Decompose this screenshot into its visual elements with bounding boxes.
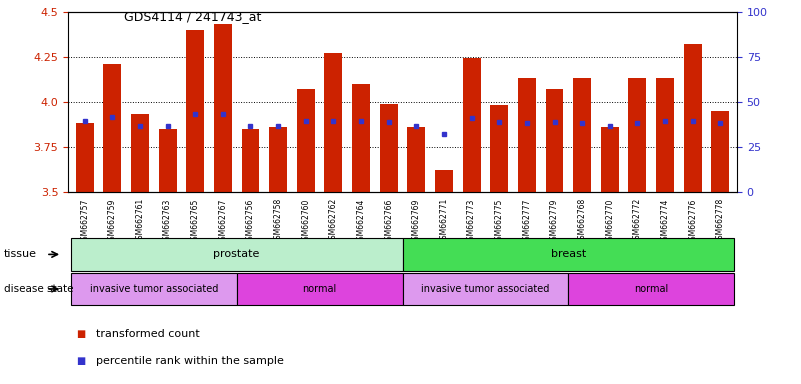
Text: ■: ■ bbox=[76, 356, 86, 366]
Text: normal: normal bbox=[634, 284, 668, 294]
Text: normal: normal bbox=[303, 284, 336, 294]
Bar bbox=[463, 58, 481, 192]
Bar bbox=[402, 273, 569, 305]
Bar bbox=[684, 44, 702, 192]
Bar bbox=[236, 273, 402, 305]
Bar bbox=[629, 78, 646, 192]
Bar bbox=[435, 170, 453, 192]
Bar bbox=[242, 129, 260, 192]
Bar bbox=[269, 127, 287, 192]
Bar bbox=[159, 129, 176, 192]
Bar bbox=[70, 238, 402, 271]
Text: GDS4114 / 241743_at: GDS4114 / 241743_at bbox=[124, 10, 262, 23]
Bar bbox=[380, 104, 397, 192]
Bar bbox=[324, 53, 342, 192]
Text: invasive tumor associated: invasive tumor associated bbox=[421, 284, 549, 294]
Text: ■: ■ bbox=[76, 329, 86, 339]
Bar bbox=[352, 84, 370, 192]
Text: tissue: tissue bbox=[4, 249, 37, 260]
Bar bbox=[408, 127, 425, 192]
Bar bbox=[711, 111, 730, 192]
Text: breast: breast bbox=[551, 249, 586, 260]
Bar bbox=[518, 78, 536, 192]
Bar bbox=[75, 123, 94, 192]
Bar bbox=[402, 238, 735, 271]
Bar bbox=[601, 127, 618, 192]
Bar bbox=[569, 273, 735, 305]
Bar bbox=[70, 273, 236, 305]
Text: prostate: prostate bbox=[214, 249, 260, 260]
Text: disease state: disease state bbox=[4, 284, 74, 294]
Text: invasive tumor associated: invasive tumor associated bbox=[90, 284, 218, 294]
Bar bbox=[545, 89, 563, 192]
Bar bbox=[297, 89, 315, 192]
Bar bbox=[103, 64, 121, 192]
Bar bbox=[574, 78, 591, 192]
Bar bbox=[187, 30, 204, 192]
Bar bbox=[656, 78, 674, 192]
Text: transformed count: transformed count bbox=[96, 329, 200, 339]
Bar bbox=[214, 24, 231, 192]
Text: percentile rank within the sample: percentile rank within the sample bbox=[96, 356, 284, 366]
Bar bbox=[490, 105, 508, 192]
Bar bbox=[131, 114, 149, 192]
